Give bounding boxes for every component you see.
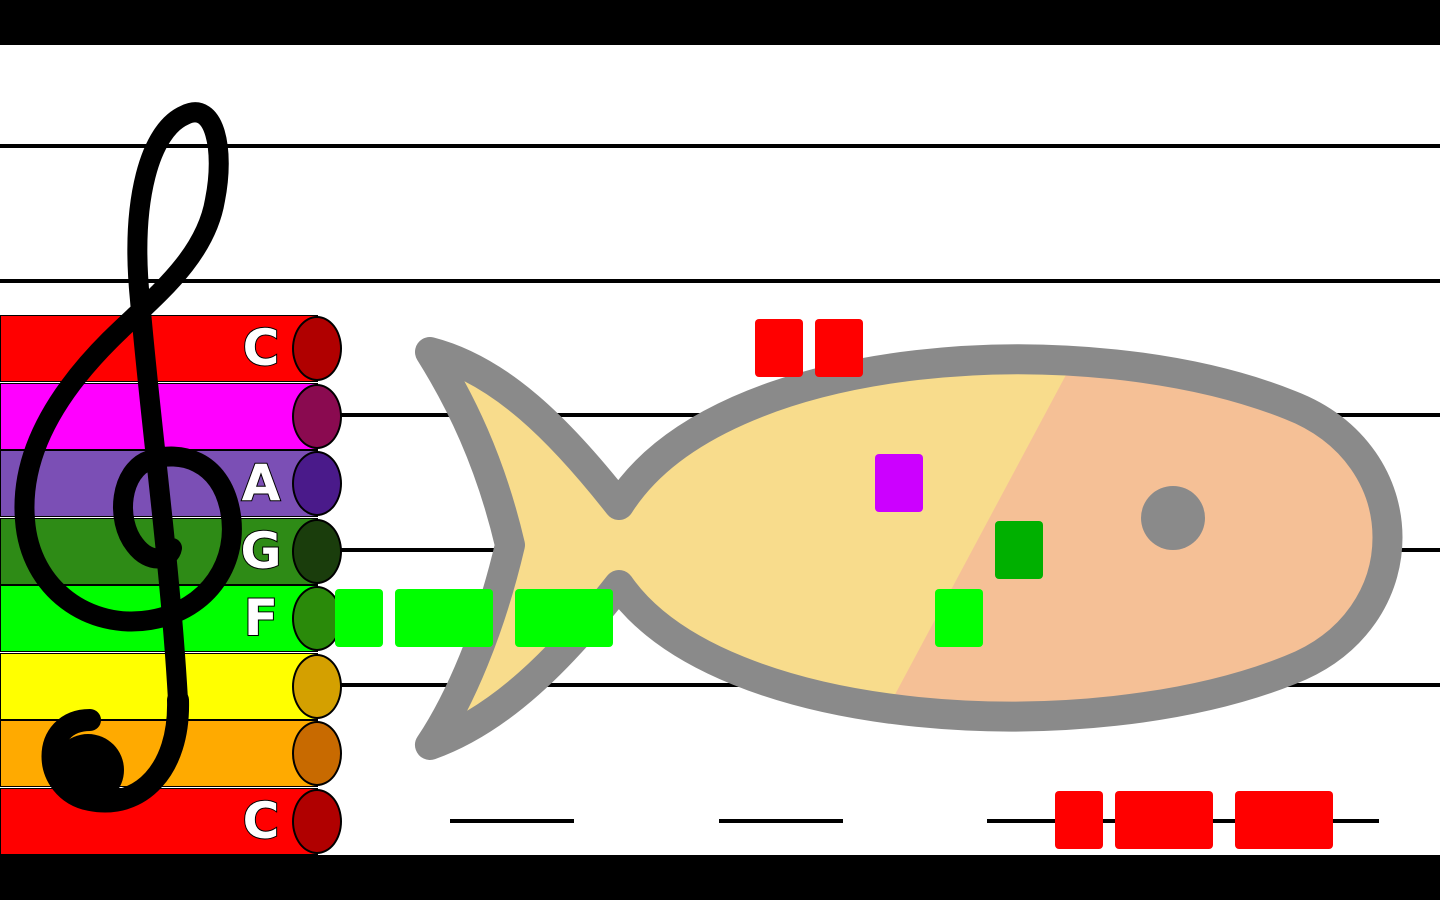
- key-cap-f[interactable]: [292, 586, 342, 651]
- note-a: [995, 521, 1043, 579]
- key-cap-b[interactable]: [292, 383, 342, 449]
- note-c: [1235, 791, 1333, 849]
- letterbox-top: [0, 0, 1440, 45]
- key-e[interactable]: [0, 652, 318, 720]
- key-label-g: G: [239, 521, 282, 581]
- note-f: [935, 589, 983, 647]
- key-cap-c-low[interactable]: [292, 788, 342, 854]
- note-f: [515, 589, 613, 647]
- key-cap-e[interactable]: [292, 653, 342, 719]
- ledger-line: [450, 819, 574, 823]
- letterbox-bottom: [0, 855, 1440, 900]
- note-f: [395, 589, 493, 647]
- ledger-line: [719, 819, 843, 823]
- note-c: [1115, 791, 1213, 849]
- staff-line-2: [0, 279, 1440, 283]
- note-c: [815, 319, 863, 377]
- note-c: [755, 319, 803, 377]
- key-label-c-low: C: [242, 791, 281, 851]
- note-f: [335, 589, 383, 647]
- fish-picture-icon: [415, 337, 1403, 760]
- key-label-c-high: C: [242, 318, 281, 378]
- key-cap-a[interactable]: [292, 451, 342, 516]
- staff-line-1: [0, 144, 1440, 148]
- key-label-f: F: [243, 588, 279, 648]
- treble-clef-icon: [14, 102, 242, 813]
- key-cap-c-high[interactable]: [292, 316, 342, 381]
- note-b: [875, 454, 923, 512]
- key-cap-d[interactable]: [292, 721, 342, 786]
- note-c: [1055, 791, 1103, 849]
- key-label-a: A: [241, 453, 282, 513]
- staff-line-5: [0, 683, 1440, 687]
- key-cap-g[interactable]: [292, 518, 342, 584]
